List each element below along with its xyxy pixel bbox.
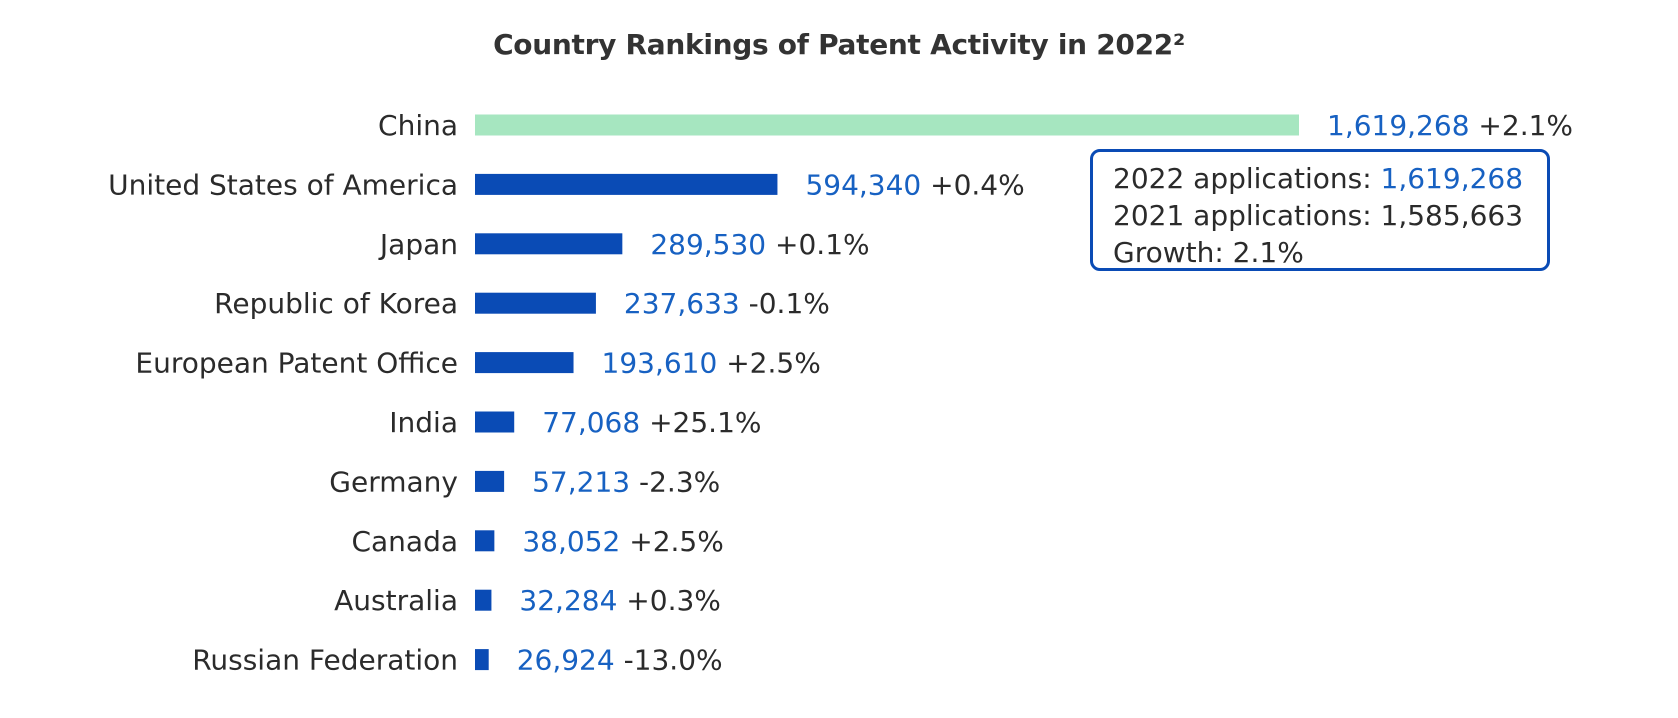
data-label: 38,052 +2.5% bbox=[522, 525, 723, 558]
bar[interactable] bbox=[475, 173, 778, 195]
tooltip-line-growth: Growth: 2.1% bbox=[1113, 236, 1304, 269]
bar[interactable] bbox=[475, 649, 489, 671]
value-label: 237,633 bbox=[624, 287, 740, 320]
category-label: Canada bbox=[351, 525, 458, 558]
bar[interactable] bbox=[475, 470, 505, 492]
chart-title: Country Rankings of Patent Activity in 2… bbox=[493, 28, 1185, 61]
growth-label: -0.1% bbox=[740, 287, 830, 320]
bar-highlighted[interactable] bbox=[475, 114, 1299, 136]
value-label: 32,284 bbox=[519, 584, 617, 617]
value-label: 26,924 bbox=[517, 644, 615, 677]
value-label: 594,340 bbox=[805, 168, 921, 201]
growth-label: +0.4% bbox=[921, 168, 1024, 201]
data-label: 594,340 +0.4% bbox=[805, 168, 1024, 201]
value-label: 77,068 bbox=[542, 406, 640, 439]
data-label: 57,213 -2.3% bbox=[532, 465, 720, 498]
growth-label: +0.1% bbox=[766, 228, 870, 261]
growth-label: +25.1% bbox=[640, 406, 761, 439]
bar[interactable] bbox=[475, 352, 574, 374]
value-label: 193,610 bbox=[602, 347, 718, 380]
category-label: Republic of Korea bbox=[214, 287, 458, 320]
value-label: 57,213 bbox=[532, 465, 630, 498]
category-label: India bbox=[389, 406, 458, 439]
value-label: 1,619,268 bbox=[1327, 109, 1470, 142]
bar-tooltip: 2022 applications: 1,619,268 2021 applic… bbox=[1090, 149, 1550, 271]
growth-label: +0.3% bbox=[617, 584, 721, 617]
growth-label: -13.0% bbox=[615, 644, 723, 677]
category-label: Germany bbox=[329, 465, 458, 498]
data-label: 32,284 +0.3% bbox=[519, 584, 720, 617]
category-label: United States of America bbox=[108, 168, 458, 201]
category-label: European Patent Office bbox=[135, 347, 458, 380]
data-label: 26,924 -13.0% bbox=[517, 644, 723, 677]
growth-label: -2.3% bbox=[630, 465, 720, 498]
tooltip-2022-value: 1,619,268 bbox=[1380, 162, 1524, 195]
tooltip-2022-label: 2022 applications: bbox=[1113, 162, 1381, 195]
tooltip-line-2022: 2022 applications: 1,619,268 bbox=[1113, 160, 1527, 197]
category-label: China bbox=[378, 109, 458, 142]
bar[interactable] bbox=[475, 233, 623, 255]
bar[interactable] bbox=[475, 530, 495, 552]
category-label: Russian Federation bbox=[192, 644, 458, 677]
data-label: 77,068 +25.1% bbox=[542, 406, 761, 439]
data-label: 193,610 +2.5% bbox=[602, 347, 821, 380]
data-label: 289,530 +0.1% bbox=[650, 228, 869, 261]
bar[interactable] bbox=[475, 292, 596, 314]
growth-label: +2.5% bbox=[717, 347, 821, 380]
category-label: Australia bbox=[334, 584, 458, 617]
data-label: 237,633 -0.1% bbox=[624, 287, 830, 320]
growth-label: +2.5% bbox=[620, 525, 724, 558]
growth-label: +2.1% bbox=[1470, 109, 1574, 142]
bar[interactable] bbox=[475, 411, 515, 433]
tooltip-line-2021: 2021 applications: 1,585,663 bbox=[1113, 199, 1524, 232]
value-label: 289,530 bbox=[650, 228, 766, 261]
category-label: Japan bbox=[378, 228, 458, 261]
bar[interactable] bbox=[475, 589, 492, 611]
value-label: 38,052 bbox=[522, 525, 620, 558]
data-label: 1,619,268 +2.1% bbox=[1327, 109, 1573, 142]
